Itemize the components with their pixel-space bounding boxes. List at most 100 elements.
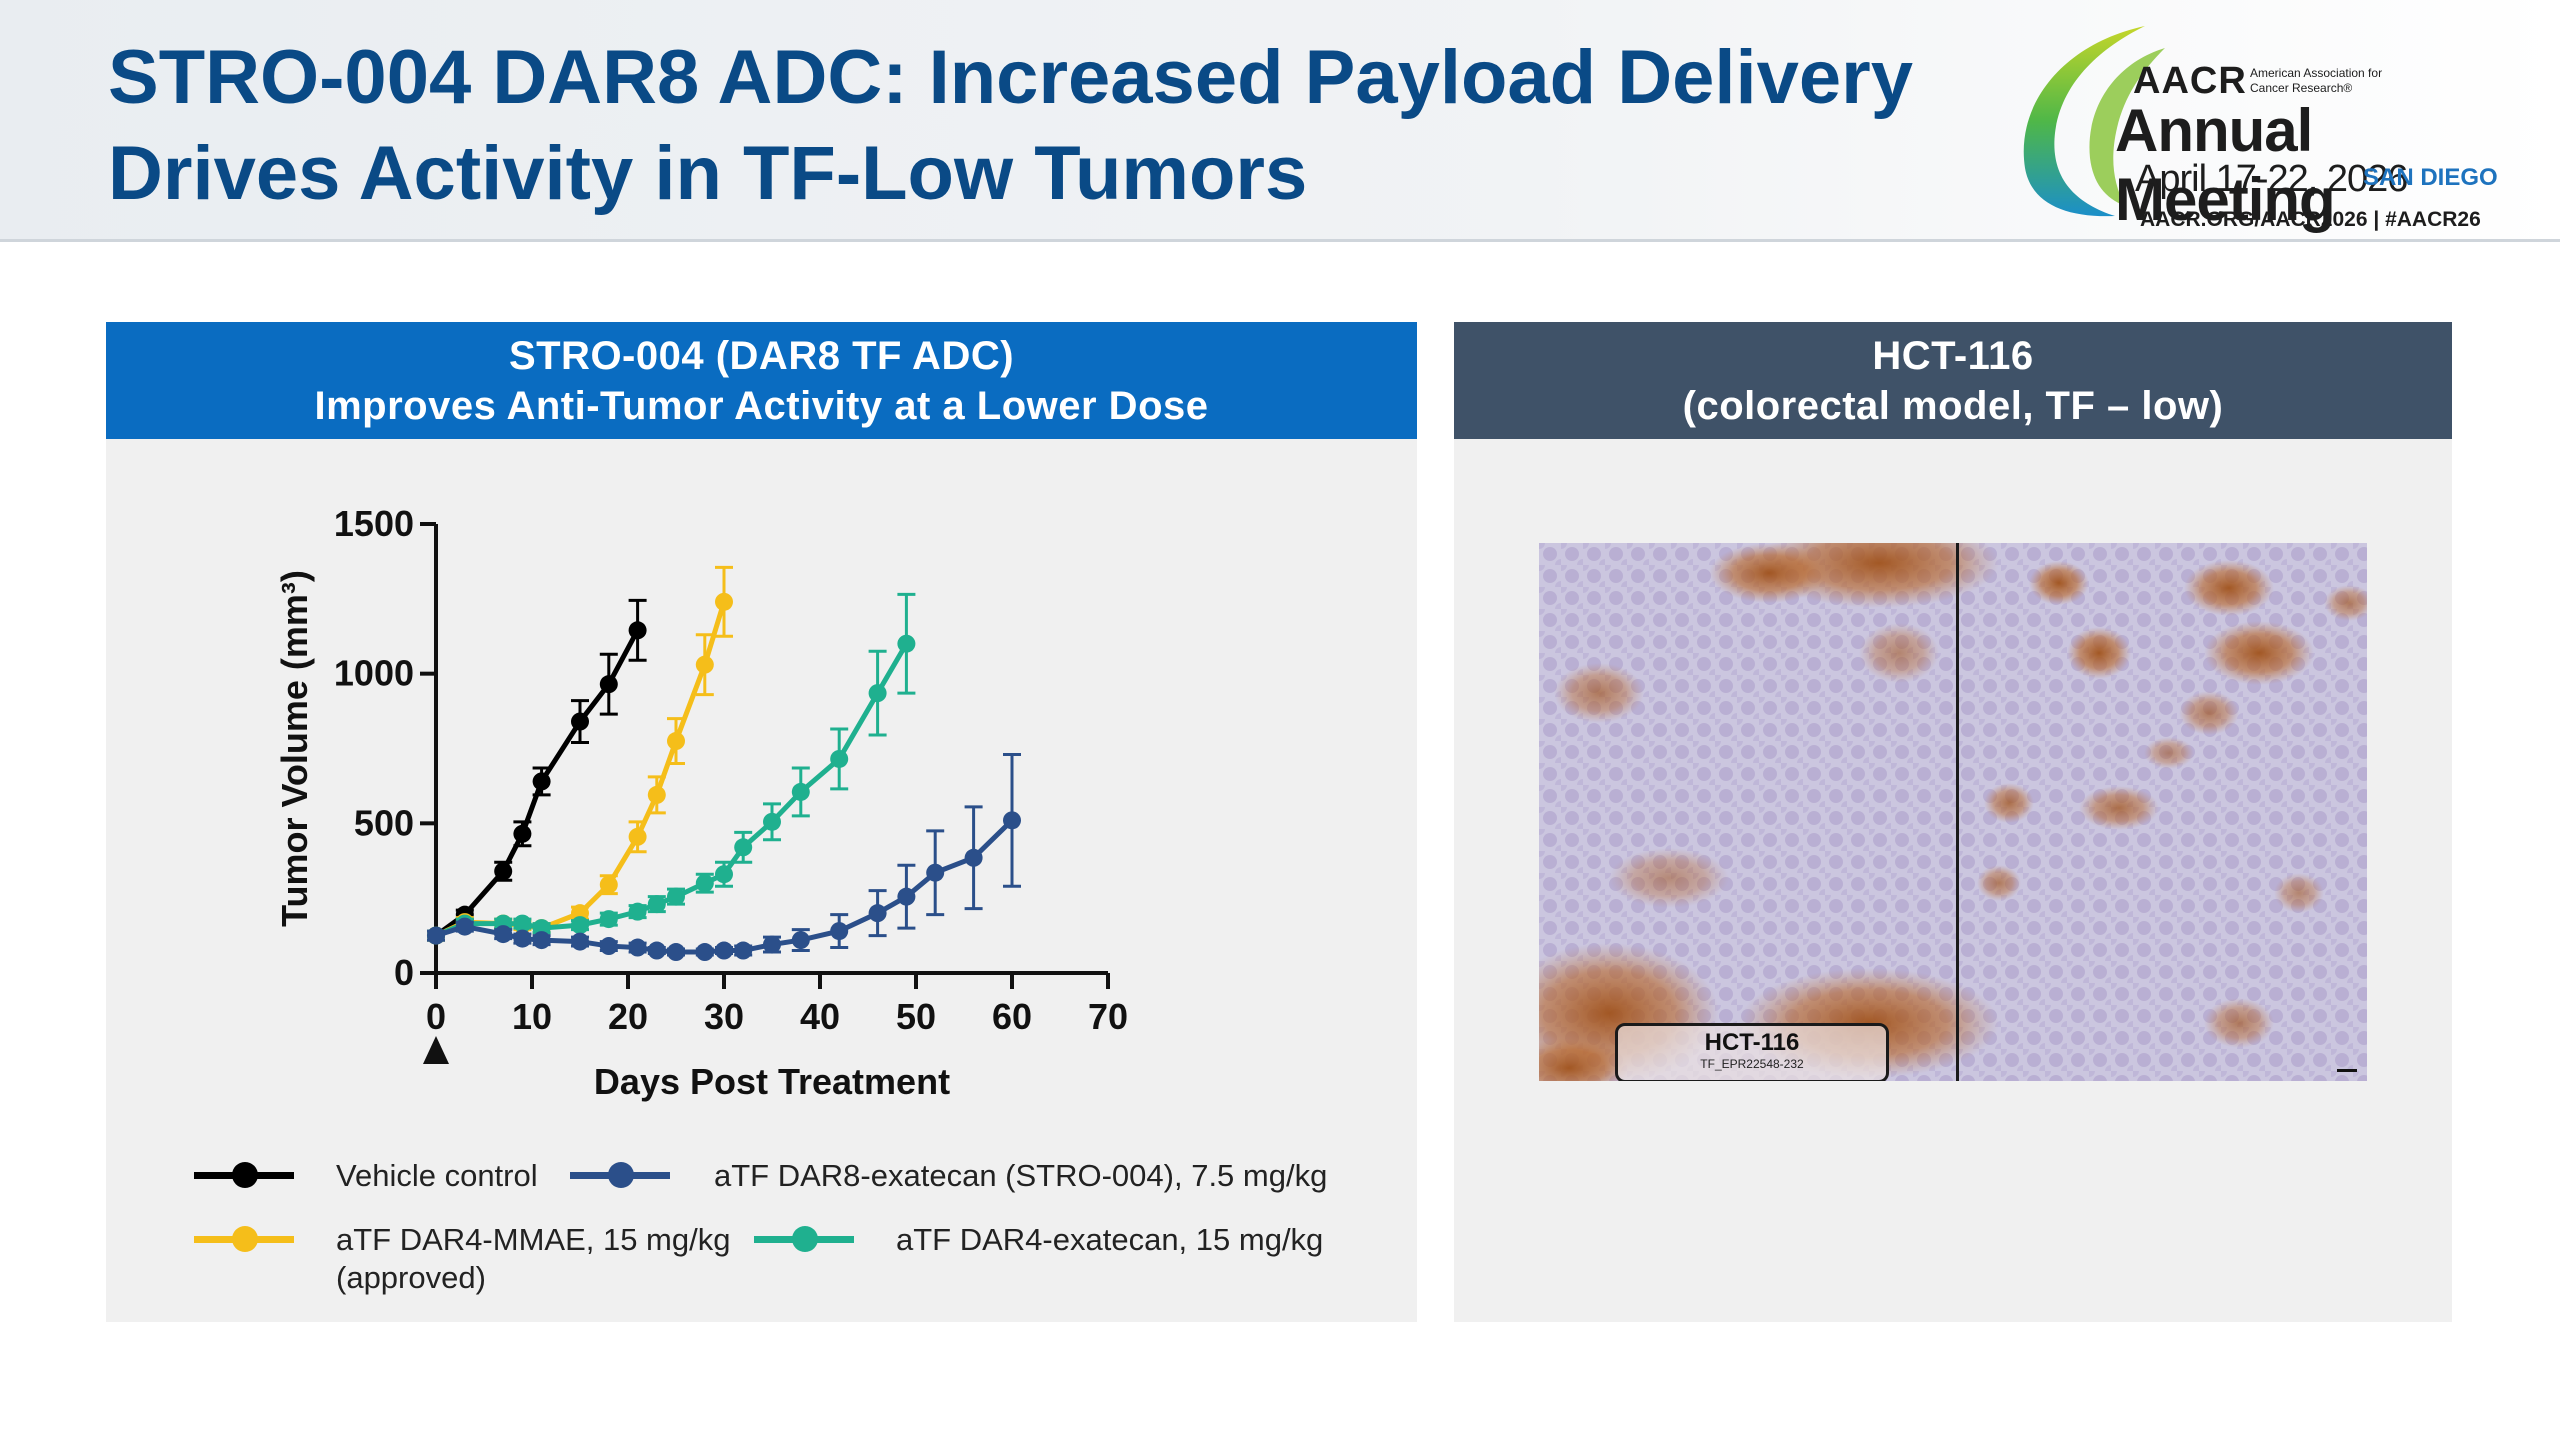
data-point — [715, 865, 733, 884]
data-point — [926, 863, 945, 882]
data-point — [532, 931, 551, 950]
data-point — [1003, 811, 1021, 830]
data-point — [734, 941, 753, 960]
data-point — [791, 931, 810, 950]
data-point — [667, 943, 685, 962]
slide-title-line-1: STRO-004 DAR8 ADC: Increased Payload Del… — [108, 35, 1913, 120]
legend-item-dar8: aTF DAR8-exatecan (STRO-004), 7.5 mg/kg — [570, 1157, 1327, 1195]
data-point — [734, 838, 753, 857]
x-tick-label: 0 — [426, 996, 446, 1037]
logo-city-text: SAN DIEGO — [2363, 164, 2498, 191]
legend-label-dar8: aTF DAR8-exatecan (STRO-004), 7.5 mg/kg — [714, 1158, 1328, 1193]
data-point — [571, 916, 589, 935]
legend-label-vehicle: Vehicle control — [336, 1158, 538, 1193]
data-point — [763, 812, 781, 831]
efficacy-panel-title: STRO-004 (DAR8 TF ADC) — [508, 333, 1015, 378]
logo-date-text: April 17-22, 2026 — [2135, 158, 2408, 200]
logo-arc-icon — [2023, 26, 2165, 217]
x-axis-title: Days Post Treatment — [594, 1061, 950, 1102]
efficacy-panel-header: STRO-004 (DAR8 TF ADC) Improves Anti-Tum… — [106, 322, 1417, 439]
data-point — [647, 895, 666, 914]
series-line — [434, 601, 727, 938]
data-point — [599, 675, 618, 694]
data-point — [791, 782, 810, 801]
legend-item-dar4-mmae: aTF DAR4-MMAE, 15 mg/kg (approved) — [194, 1221, 730, 1297]
data-point — [599, 875, 618, 894]
data-point — [628, 621, 647, 640]
slide-title: STRO-004 DAR8 ADC: Increased Payload Del… — [108, 30, 2028, 222]
data-point — [897, 887, 916, 906]
slide-header: STRO-004 DAR8 ADC: Increased Payload Del… — [0, 0, 2560, 242]
data-point — [695, 874, 714, 893]
data-point — [830, 922, 849, 941]
y-tick-label: 1000 — [334, 653, 414, 694]
y-axis-title: Tumor Volume (mm³) — [274, 570, 315, 927]
dosing-marker-icon — [423, 1036, 449, 1064]
efficacy-panel-subtitle: Improves Anti-Tumor Activity at a Lower … — [314, 383, 1209, 428]
x-tick-label: 70 — [1088, 996, 1128, 1037]
data-point — [897, 634, 916, 653]
legend-label-dar4-exatecan: aTF DAR4-exatecan, 15 mg/kg — [896, 1222, 1324, 1257]
data-point — [494, 862, 513, 881]
data-point — [647, 941, 666, 960]
ihc-image-label-subtitle: TF_EPR22548-232 — [1700, 1057, 1804, 1071]
data-point — [628, 902, 647, 921]
data-point — [494, 925, 513, 944]
y-tick-label: 0 — [394, 952, 414, 993]
data-point — [695, 943, 714, 962]
data-point — [715, 941, 733, 960]
data-point — [571, 932, 589, 951]
legend-label-dar4-mmae: aTF DAR4-MMAE, 15 mg/kg (approved) — [336, 1222, 731, 1295]
legend-item-dar4-exatecan: aTF DAR4-exatecan, 15 mg/kg — [754, 1221, 1323, 1259]
x-tick-label: 40 — [800, 996, 840, 1037]
logo-association-text: American Association for Cancer Research… — [2250, 66, 2383, 95]
logo-url-text: AACR.ORG/AACR2026 | #AACR26 — [2140, 208, 2481, 231]
legend-item-vehicle: Vehicle control — [194, 1157, 538, 1195]
x-tick-label: 20 — [608, 996, 648, 1037]
x-tick-label: 50 — [896, 996, 936, 1037]
data-point — [868, 904, 887, 923]
data-point — [868, 684, 887, 703]
ihc-image-label-title: HCT-116 — [1704, 1029, 1800, 1056]
x-tick-label: 30 — [704, 996, 744, 1037]
data-point — [763, 935, 781, 954]
data-point — [455, 917, 474, 936]
legend-swatch-dar4-exatecan — [754, 1221, 854, 1257]
data-point — [571, 712, 589, 731]
data-point — [695, 655, 714, 674]
data-point — [964, 848, 983, 867]
ihc-tissue-picture — [1539, 543, 2367, 1081]
x-tick-label: 60 — [992, 996, 1032, 1037]
data-point — [628, 827, 647, 846]
data-point — [628, 938, 647, 957]
data-point — [513, 824, 532, 843]
data-point — [599, 937, 618, 956]
data-point — [513, 929, 532, 948]
legend-swatch-dar8 — [570, 1157, 670, 1193]
data-point — [513, 914, 532, 933]
logo-aacr-text: AACR — [2133, 60, 2247, 102]
y-tick-label: 1500 — [334, 503, 414, 544]
data-point — [647, 785, 666, 804]
data-point — [715, 592, 733, 611]
x-tick-label: 10 — [512, 996, 552, 1037]
data-point — [427, 926, 445, 945]
aacr-logo: AACR American Association for Cancer Res… — [1995, 18, 2535, 233]
data-point — [830, 749, 849, 768]
model-panel-title: HCT-116 — [1872, 333, 2034, 378]
model-panel-subtitle: (colorectal model, TF – low) — [1682, 383, 2224, 428]
legend-swatch-dar4-mmae — [194, 1221, 294, 1257]
model-panel-header: HCT-116 (colorectal model, TF – low) — [1454, 322, 2452, 439]
legend-swatch-vehicle — [194, 1157, 294, 1193]
y-tick-label: 500 — [354, 802, 414, 843]
data-point — [667, 887, 685, 906]
data-point — [599, 910, 618, 929]
logo-meeting-text: Annual Meeting — [2115, 97, 2336, 233]
ihc-stain-image: HCT-116 TF_EPR22548-232 — [1539, 543, 2367, 1081]
data-point — [532, 772, 551, 791]
data-point — [667, 732, 685, 751]
ihc-image-label: HCT-116 TF_EPR22548-232 — [1615, 1023, 1889, 1081]
slide-title-line-2: Drives Activity in TF-Low Tumors — [108, 131, 1308, 216]
efficacy-panel: STRO-004 (DAR8 TF ADC) Improves Anti-Tum… — [106, 322, 1417, 1322]
